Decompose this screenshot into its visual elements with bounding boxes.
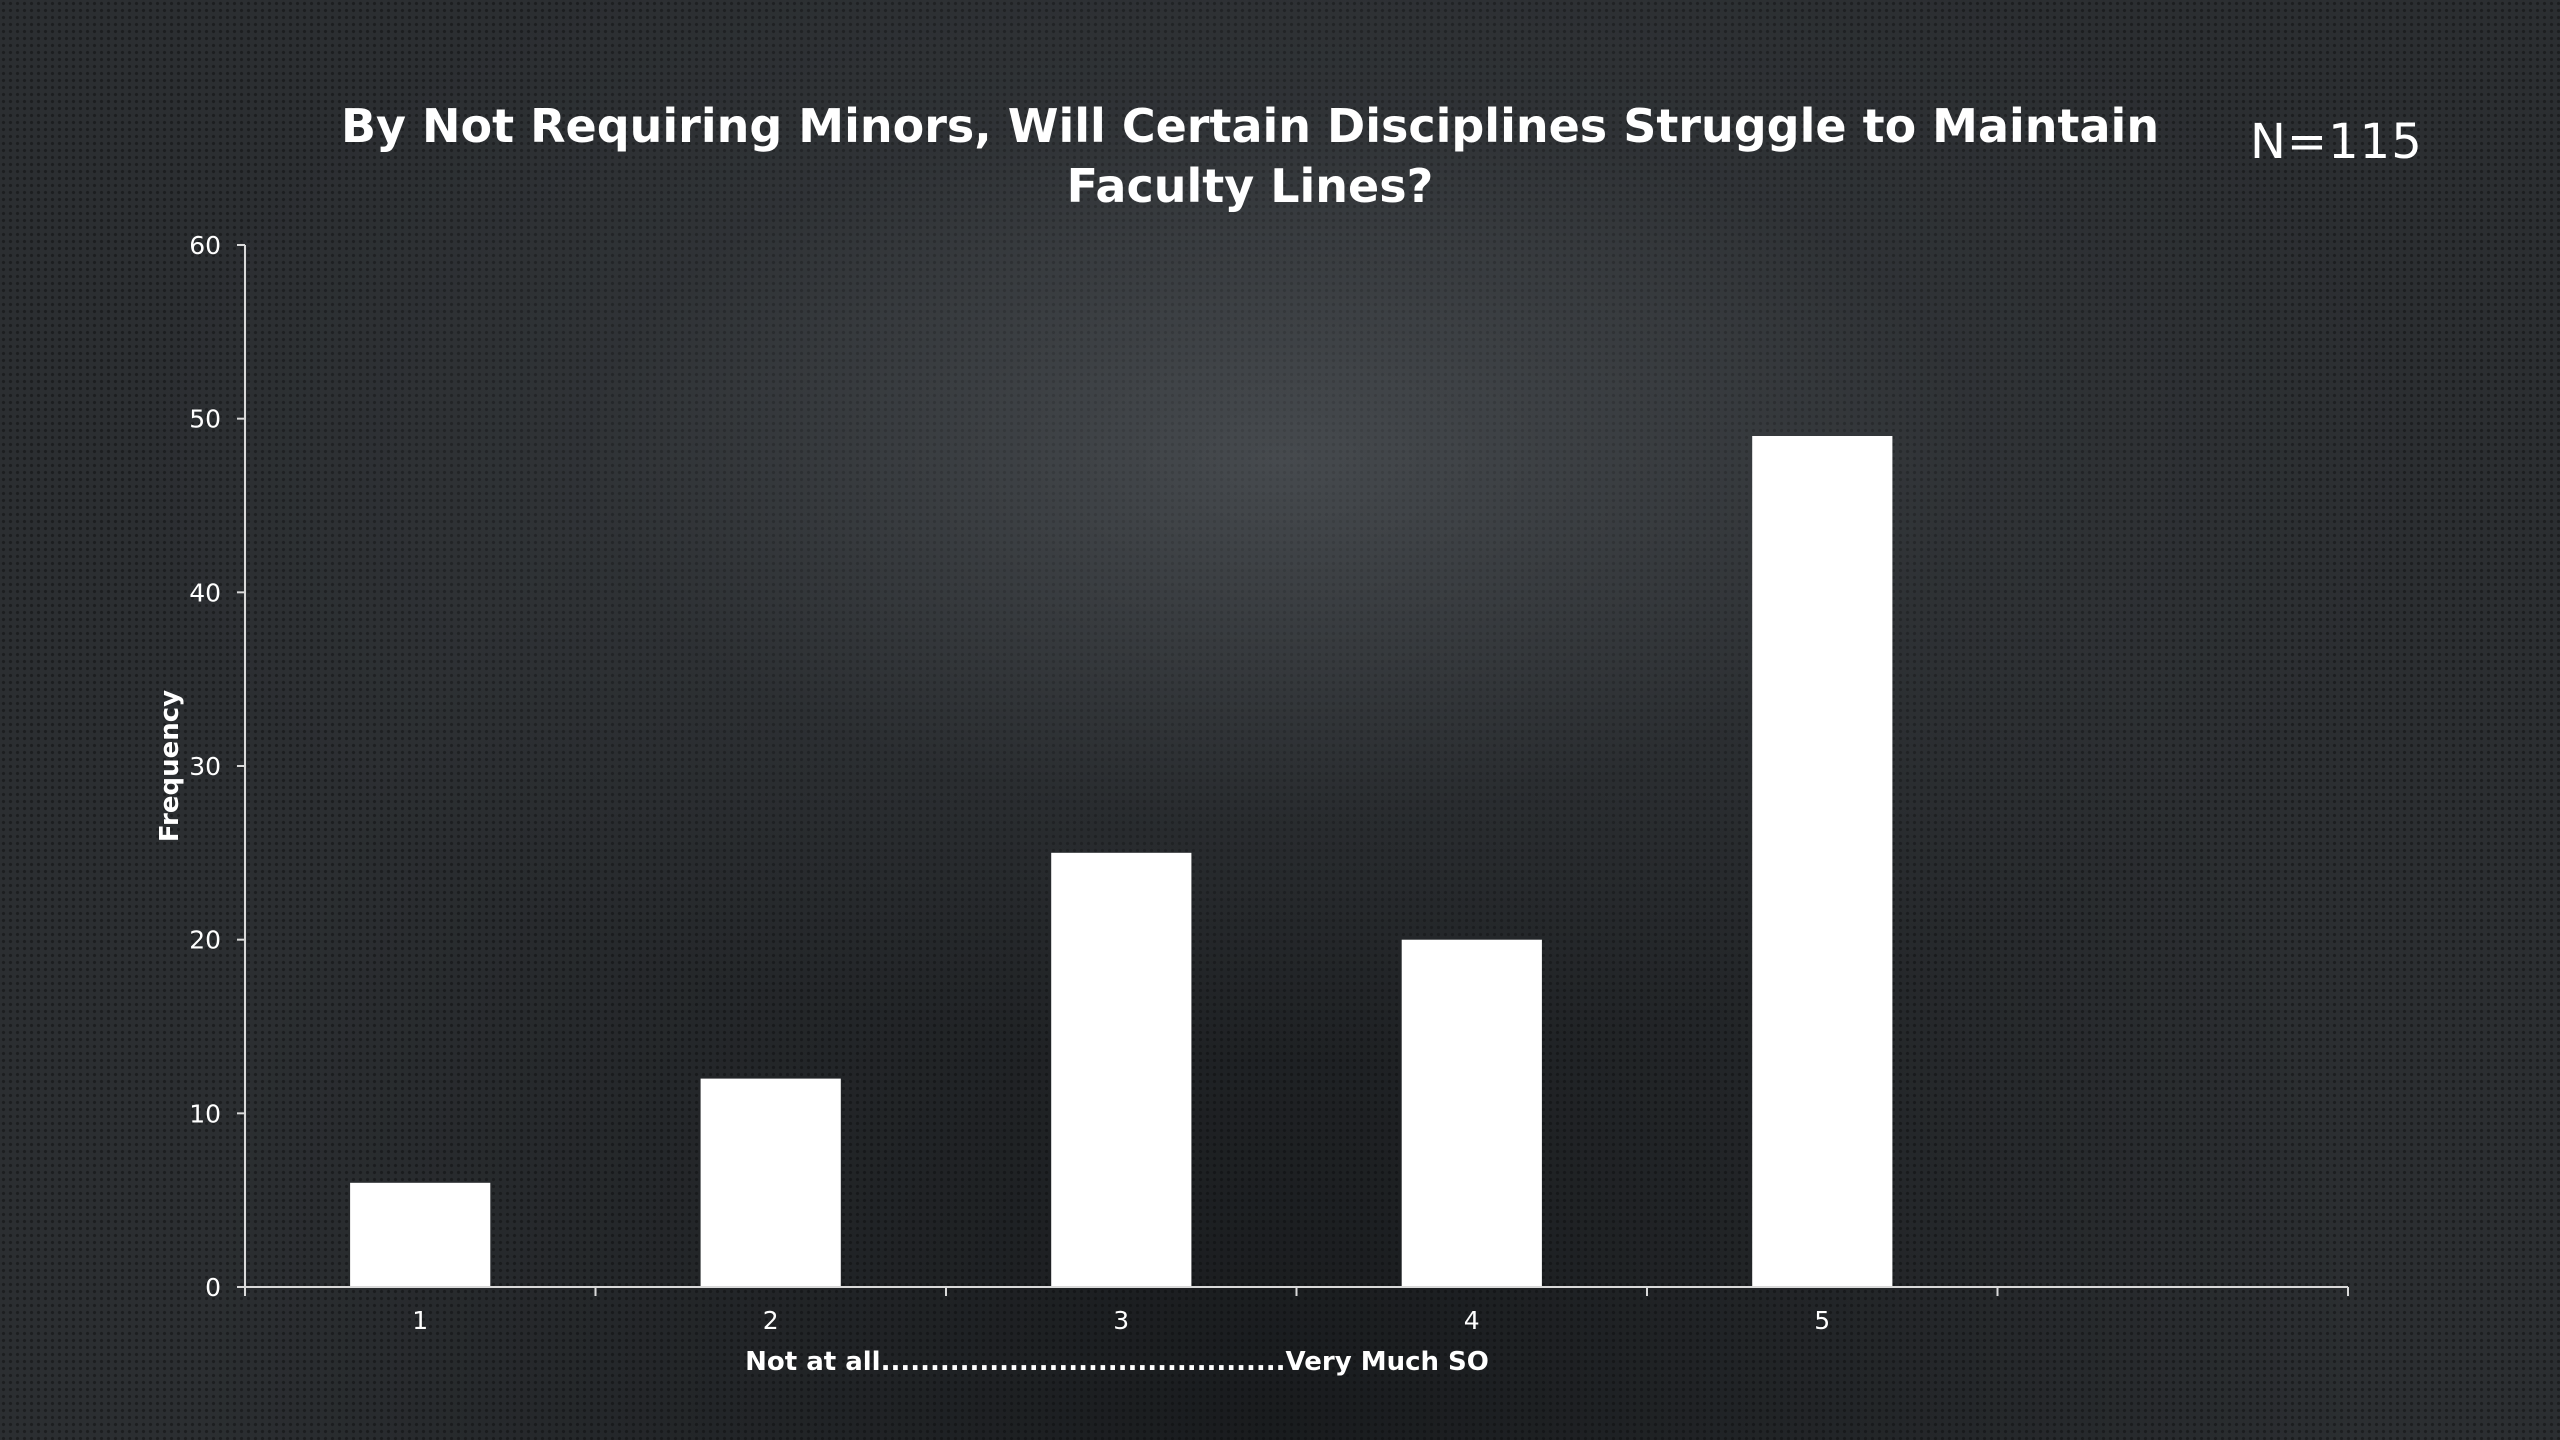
bar-1 xyxy=(350,1182,491,1287)
bar-2 xyxy=(700,1078,841,1287)
y-tick-label-40: 40 xyxy=(189,578,221,607)
bar-3 xyxy=(1051,852,1192,1287)
x-tick-label-2: 2 xyxy=(763,1306,779,1335)
x-ticks-group: 1 2 3 4 5 xyxy=(244,1287,2349,1335)
y-tick-label-60: 60 xyxy=(189,231,221,260)
y-tick-label-50: 50 xyxy=(189,405,221,434)
x-axis-title: Not at all..............................… xyxy=(745,1347,1489,1377)
bar-5 xyxy=(1752,436,1893,1287)
x-tick-label-4: 4 xyxy=(1464,1306,1480,1335)
y-tick-label-0: 0 xyxy=(205,1273,221,1302)
y-tick-label-10: 10 xyxy=(189,1099,221,1128)
y-ticks-group: 0 10 20 30 40 50 60 xyxy=(189,231,245,1302)
sample-size-annotation: N=115 xyxy=(2250,114,2423,170)
chart-title: By Not Requiring Minors, Will Certain Di… xyxy=(340,99,2160,213)
y-tick-label-30: 30 xyxy=(189,752,221,781)
bar-4 xyxy=(1401,939,1542,1287)
y-axis-title-group: Frequency xyxy=(155,690,185,842)
y-tick-label-20: 20 xyxy=(189,926,221,955)
bars-group xyxy=(350,436,1893,1287)
x-tick-label-3: 3 xyxy=(1113,1306,1129,1335)
x-tick-label-1: 1 xyxy=(412,1306,428,1335)
x-tick-label-5: 5 xyxy=(1814,1306,1830,1335)
axes-group xyxy=(244,245,2348,1288)
y-axis-title: Frequency xyxy=(155,690,185,842)
